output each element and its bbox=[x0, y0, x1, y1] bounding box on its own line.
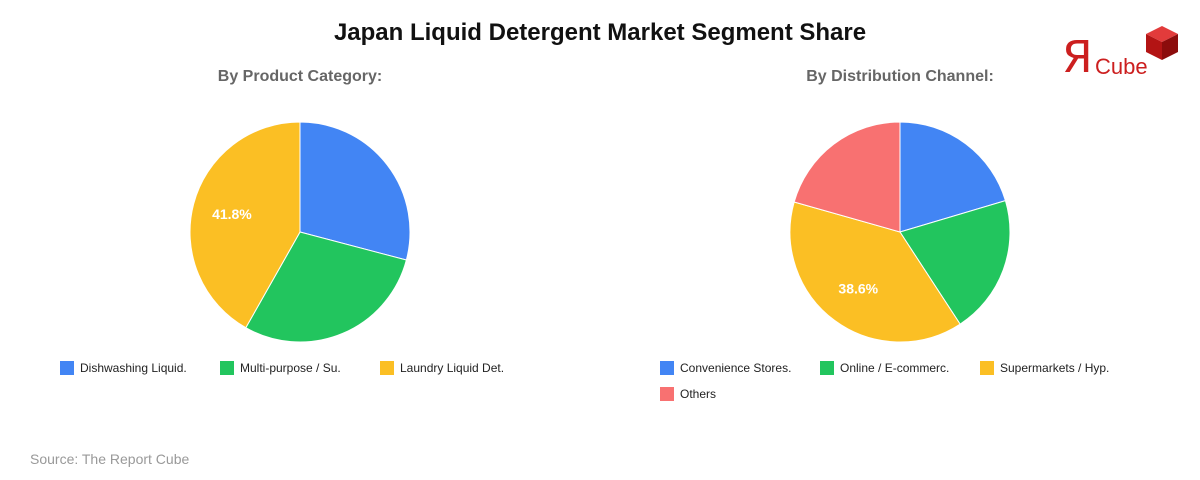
chart-title: Japan Liquid Detergent Market Segment Sh… bbox=[333, 19, 867, 46]
pie-slice-4 bbox=[793, 121, 901, 233]
pie-slice-1 bbox=[299, 121, 411, 261]
logo-text: Cube bbox=[1095, 54, 1148, 79]
legend-label: Laundry Liquid Det. bbox=[400, 361, 505, 375]
legend-label: Others bbox=[680, 387, 717, 401]
legend-label: Supermarkets / Hyp. bbox=[1000, 361, 1110, 375]
legend-swatch bbox=[660, 361, 674, 375]
pie-slice-3 bbox=[189, 121, 301, 329]
product-category-subtitle: By Product Category: bbox=[217, 68, 383, 85]
legend-item[interactable]: Supermarkets / Hyp. bbox=[980, 360, 1109, 376]
pie-slice-3 bbox=[789, 201, 961, 343]
legend-swatch bbox=[380, 361, 394, 375]
distribution-channel-pie: 38.6% bbox=[789, 121, 1011, 343]
pie-slice-2 bbox=[245, 231, 407, 343]
legend-item[interactable]: Multi-purpose / Su. bbox=[220, 360, 341, 376]
legend-swatch bbox=[60, 361, 74, 375]
legend-item[interactable]: Others bbox=[660, 386, 716, 402]
pie-slice-1 bbox=[899, 121, 1007, 233]
legend-item[interactable]: Dishwashing Liquid. bbox=[60, 360, 187, 376]
legend-label: Convenience Stores. bbox=[680, 361, 792, 375]
distribution-channel-subtitle: By Distribution Channel: bbox=[806, 68, 994, 85]
logo-letter: Я bbox=[1062, 32, 1093, 83]
legend-label: Online / E-commerc. bbox=[840, 361, 950, 375]
product-category-pie: 41.8% bbox=[189, 121, 411, 343]
product-category-legend: Dishwashing Liquid. Multi-purpose / Su. La… bbox=[60, 360, 530, 420]
slice-data-label: 41.8% bbox=[212, 206, 252, 222]
legend-item[interactable]: Convenience Stores. bbox=[660, 360, 791, 376]
pie-slice-2 bbox=[899, 200, 1011, 325]
legend-swatch bbox=[980, 361, 994, 375]
slice-data-label: 38.6% bbox=[838, 281, 878, 297]
legend-label: Dishwashing Liquid. bbox=[80, 361, 187, 375]
distribution-channel-legend: Convenience Stores. Online / E-commerc. Su… bbox=[660, 360, 1130, 420]
legend-swatch bbox=[820, 361, 834, 375]
legend-label: Multi-purpose / Su. bbox=[240, 361, 341, 375]
legend-swatch bbox=[220, 361, 234, 375]
legend-swatch bbox=[660, 387, 674, 401]
cube-icon bbox=[1146, 26, 1178, 60]
source-note: Source: The Report Cube bbox=[30, 451, 190, 467]
report-cube-logo: Я Cube bbox=[1058, 24, 1188, 84]
legend-item[interactable]: Online / E-commerc. bbox=[820, 360, 949, 376]
legend-item[interactable]: Laundry Liquid Det. bbox=[380, 360, 504, 376]
